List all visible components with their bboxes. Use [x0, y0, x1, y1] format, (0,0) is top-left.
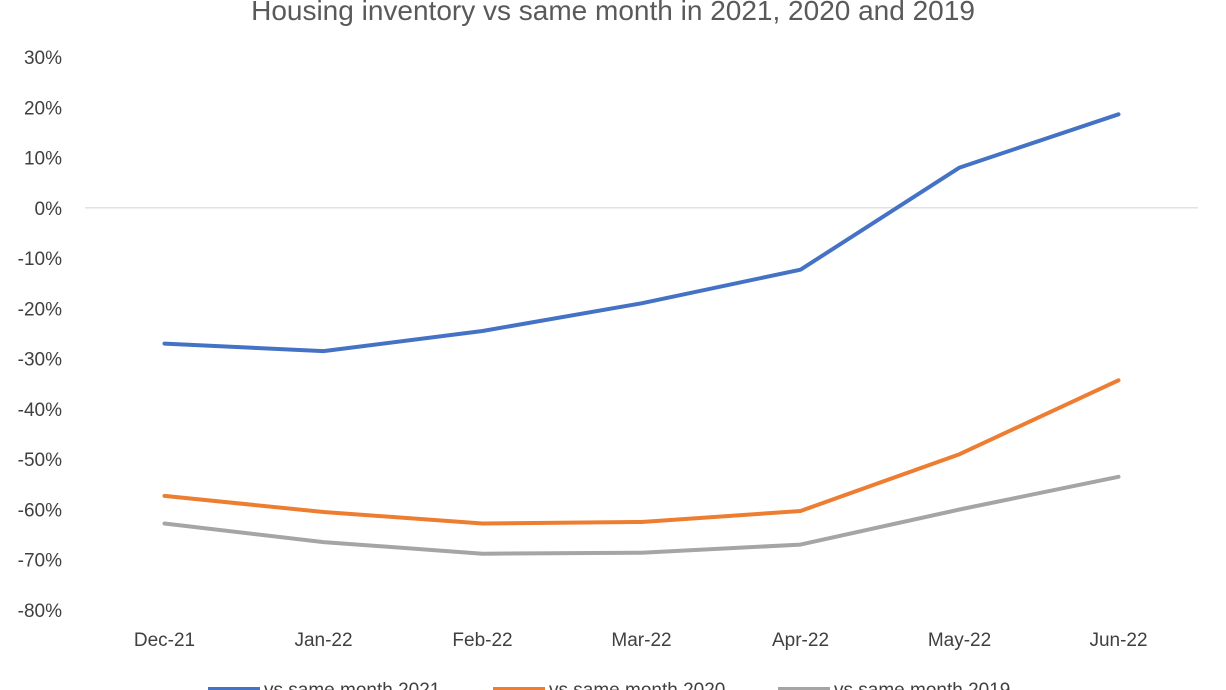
y-tick-label: -30%	[18, 350, 62, 371]
y-tick-label: -10%	[18, 249, 62, 270]
legend-label: vs same month 2020	[549, 680, 725, 690]
chart-title: Housing inventory vs same month in 2021,…	[251, 0, 975, 26]
x-tick-label: Jun-22	[1089, 630, 1147, 651]
legend: vs same month 2021 vs same month 2020 vs s…	[208, 680, 1010, 690]
x-axis: Dec-21 Jan-22 Feb-22 Mar-22 Apr-22 May-22 Jun-…	[134, 630, 1148, 651]
x-tick-label: Dec-21	[134, 630, 195, 651]
x-tick-label: Jan-22	[294, 630, 352, 651]
y-tick-label: -40%	[18, 400, 62, 421]
series-layer	[162, 112, 1121, 556]
y-tick-label: -50%	[18, 450, 62, 471]
y-tick-label: 30%	[24, 48, 62, 69]
x-tick-label: Apr-22	[772, 630, 829, 651]
x-tick-label: Mar-22	[611, 630, 671, 651]
legend-label: vs same month 2019	[834, 680, 1010, 690]
x-tick-label: May-22	[928, 630, 991, 651]
y-tick-label: 20%	[24, 98, 62, 119]
y-tick-label: 10%	[24, 149, 62, 170]
y-tick-label: -20%	[18, 299, 62, 320]
legend-label: vs same month 2021	[264, 680, 440, 690]
y-tick-label: -70%	[18, 551, 62, 572]
y-tick-label: -60%	[18, 500, 62, 521]
series-line-1	[162, 378, 1121, 526]
y-axis: 30% 20% 10% 0% -10% -20% -30% -40% -50% -60% -70% -…	[18, 48, 1198, 622]
y-tick-label: -80%	[18, 601, 62, 622]
series-line-0	[162, 112, 1121, 354]
y-tick-label: 0%	[35, 199, 63, 220]
x-tick-label: Feb-22	[452, 630, 512, 651]
series-line-2	[162, 474, 1121, 556]
